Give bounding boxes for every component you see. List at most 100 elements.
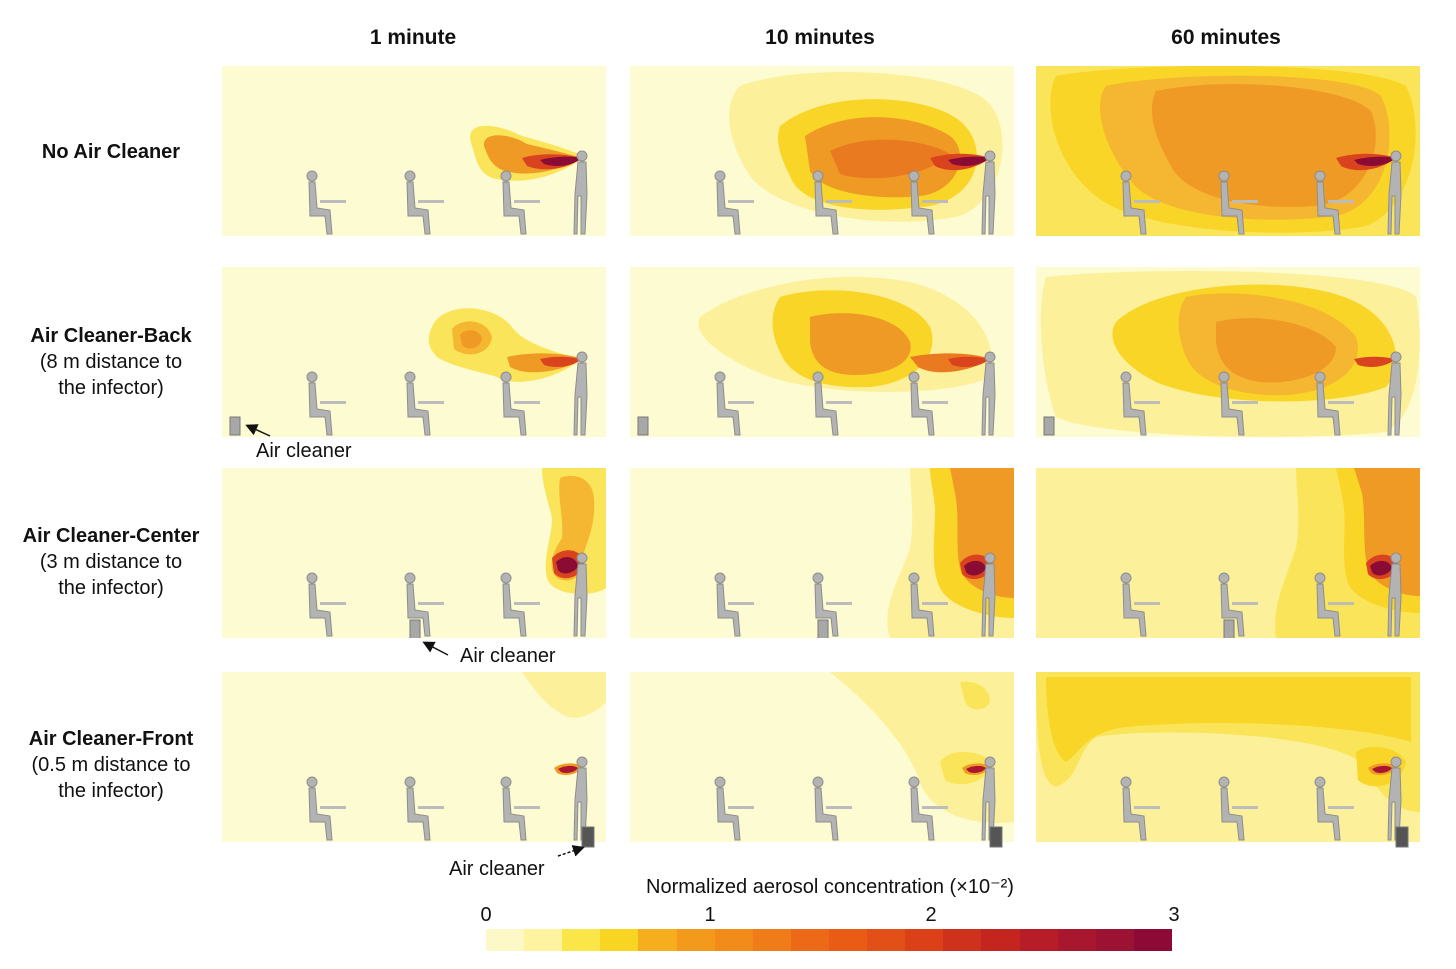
seated-student <box>812 371 852 436</box>
air-cleaner-unit <box>409 619 421 638</box>
colorbar-tick-0: 0 <box>480 904 492 926</box>
seated-student <box>1218 371 1258 436</box>
seated-student <box>306 170 346 235</box>
colorbar-swatch <box>981 929 1020 951</box>
seated-student <box>714 371 754 436</box>
seated-student <box>812 776 852 841</box>
air-cleaner-unit <box>637 416 649 436</box>
seated-student <box>908 371 948 436</box>
colorbar-swatch <box>1095 929 1134 951</box>
standing-infector <box>981 150 996 235</box>
row-label-no-cleaner: No Air Cleaner <box>0 139 222 165</box>
colorbar-swatch <box>676 929 715 951</box>
standing-infector <box>981 351 996 436</box>
air-cleaner-unit <box>1223 619 1235 638</box>
standing-infector <box>1387 351 1402 436</box>
colorbar-swatch <box>562 929 601 951</box>
row-label-center: Air Cleaner-Center (3 m distance to the … <box>0 523 222 601</box>
standing-infector <box>981 756 996 841</box>
seated-student <box>500 170 540 235</box>
colorbar-tick-1: 1 <box>704 904 716 926</box>
seated-student <box>306 572 346 637</box>
standing-infector <box>573 756 588 841</box>
colorbar-swatch <box>1133 929 1172 951</box>
standing-infector <box>1387 552 1402 637</box>
air-cleaner-label-center: Air cleaner <box>460 645 556 667</box>
seated-student <box>1314 572 1354 637</box>
contour-panel-front-10min <box>630 672 1014 848</box>
standing-infector <box>573 351 588 436</box>
standing-infector <box>573 552 588 637</box>
contour-panel-back-1min <box>222 267 606 437</box>
contour-panel-back-10min <box>630 267 1014 437</box>
contour-panel-front-1min <box>222 672 606 848</box>
colorbar-swatch <box>486 929 525 951</box>
colorbar-swatch <box>638 929 677 951</box>
seated-student <box>1314 170 1354 235</box>
air-cleaner-unit <box>229 416 241 436</box>
standing-infector <box>1387 150 1402 235</box>
row-subtitle: (0.5 m distance to the infector) <box>31 754 191 802</box>
column-header-60min: 60 minutes <box>1171 26 1281 49</box>
column-header-1min: 1 minute <box>369 26 457 49</box>
seated-student <box>1120 170 1160 235</box>
seated-student <box>812 572 852 637</box>
seated-student <box>1120 572 1160 637</box>
seated-student <box>500 572 540 637</box>
row-title: Air Cleaner-Center <box>22 525 200 547</box>
seated-student <box>1218 572 1258 637</box>
seated-student <box>500 776 540 841</box>
seated-student <box>404 776 444 841</box>
air-cleaner-unit <box>817 619 829 638</box>
contour-panel-no-cleaner-1min <box>222 66 606 236</box>
colorbar <box>486 929 1172 951</box>
seated-student <box>1120 776 1160 841</box>
seated-student <box>1314 371 1354 436</box>
seated-student <box>500 371 540 436</box>
contour-panel-center-1min <box>222 468 606 638</box>
row-title: Air Cleaner-Front <box>28 728 194 750</box>
seated-student <box>714 776 754 841</box>
row-subtitle: (3 m distance to the infector) <box>39 551 183 599</box>
air-cleaner-label-front: Air cleaner <box>449 858 545 880</box>
colorbar-swatch <box>790 929 829 951</box>
air-cleaner-unit <box>989 826 1003 848</box>
colorbar-tick-2: 2 <box>925 904 937 926</box>
air-cleaner-unit <box>581 826 595 848</box>
contour-panel-front-60min <box>1036 672 1420 848</box>
column-header-10min: 10 minutes <box>765 26 875 49</box>
air-cleaner-unit <box>1395 826 1409 848</box>
seated-student <box>306 371 346 436</box>
contour-panel-no-cleaner-60min <box>1036 66 1420 236</box>
colorbar-title: Normalized aerosol concentration (×10⁻²) <box>646 876 1014 898</box>
seated-student <box>1218 776 1258 841</box>
seated-student <box>404 371 444 436</box>
seated-student <box>908 776 948 841</box>
contour-panel-no-cleaner-10min <box>630 66 1014 236</box>
seated-student <box>1218 170 1258 235</box>
colorbar-swatch <box>905 929 944 951</box>
standing-infector <box>1387 756 1402 841</box>
row-subtitle: (8 m distance to the infector) <box>39 351 183 399</box>
colorbar-swatch <box>714 929 753 951</box>
colorbar-swatch <box>1057 929 1096 951</box>
colorbar-swatch <box>828 929 868 951</box>
seated-student <box>714 170 754 235</box>
row-label-front: Air Cleaner-Front (0.5 m distance to the… <box>0 726 222 804</box>
contour-panel-back-60min <box>1036 267 1420 437</box>
colorbar-swatch <box>752 929 791 951</box>
colorbar-swatch <box>600 929 639 951</box>
seated-student <box>1120 371 1160 436</box>
colorbar-swatch <box>943 929 982 951</box>
row-label-back: Air Cleaner-Back (8 m distance to the in… <box>0 323 222 401</box>
standing-infector <box>573 150 588 235</box>
contour-panel-center-10min <box>630 468 1014 638</box>
standing-infector <box>981 552 996 637</box>
colorbar-tick-3: 3 <box>1168 904 1180 926</box>
seated-student <box>306 776 346 841</box>
air-cleaner-label-back: Air cleaner <box>256 440 352 462</box>
air-cleaner-unit <box>1043 416 1055 436</box>
seated-student <box>714 572 754 637</box>
row-title: Air Cleaner-Back <box>30 325 192 347</box>
row-title: No Air Cleaner <box>41 141 181 163</box>
